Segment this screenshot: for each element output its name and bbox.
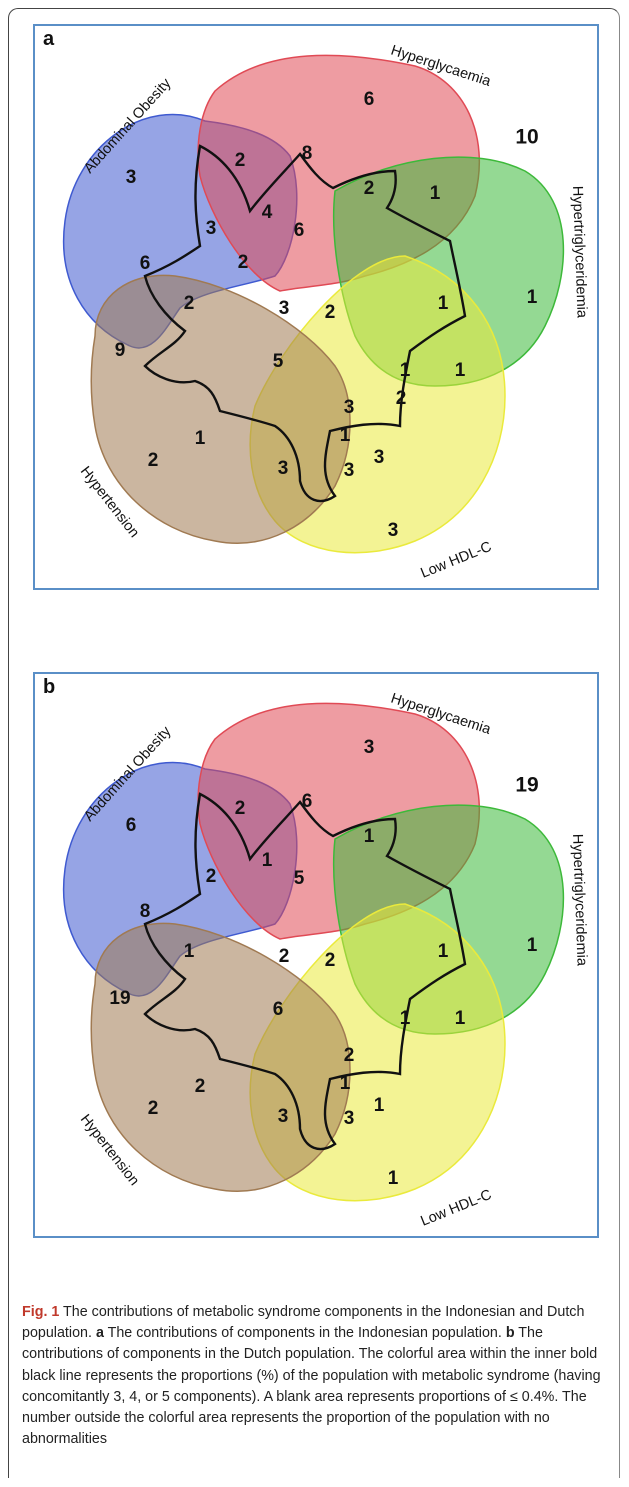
no-abnormality-value: 10 (515, 126, 538, 149)
panel-letter-a: a (43, 28, 55, 50)
region-value: 3 (126, 167, 137, 188)
caption-text-1: The contributions of metabolic syndrome … (22, 1304, 585, 1342)
region-value: 8 (140, 901, 151, 922)
region-value: 2 (235, 798, 246, 819)
region-value: 1 (262, 850, 273, 871)
region-value: 5 (273, 351, 284, 372)
region-value: 2 (396, 388, 407, 409)
venn-diagram-a: Abdominal Obesity Hyperglycaemia Hypertr… (63, 43, 590, 582)
region-value: 3 (206, 218, 217, 239)
region-value: 2 (235, 150, 246, 171)
region-value: 6 (294, 220, 305, 241)
venn-panel-a: a Abdominal Obesity Hyperglycaemia Hyper… (33, 24, 599, 590)
region-value: 2 (325, 302, 336, 323)
region-value: 1 (527, 287, 538, 308)
region-value: 3 (278, 1106, 289, 1127)
region-value: 1 (455, 1008, 466, 1029)
region-value: 6 (126, 815, 137, 836)
region-value: 6 (302, 791, 313, 812)
no-abnormality-value: 19 (515, 774, 538, 797)
figure-caption: Fig. 1 The contributions of metabolic sy… (22, 1302, 614, 1450)
region-value: 2 (279, 946, 290, 967)
caption-text-3: The contributions of components in the D… (22, 1325, 601, 1448)
region-value: 1 (455, 360, 466, 381)
caption-letter-a: a (95, 1325, 104, 1342)
region-value: 1 (400, 360, 411, 381)
region-value: 2 (148, 450, 159, 471)
label-hypertriglyceridemia: Hypertriglyceridemia (569, 186, 590, 320)
region-value: 6 (364, 89, 375, 110)
region-value: 3 (278, 458, 289, 479)
region-value: 2 (364, 178, 375, 199)
metabolic-syndrome-outline (143, 792, 467, 1151)
venn-panel-b: b Abdominal Obesity Hyperglycaemia Hyper… (33, 672, 599, 1238)
region-value: 6 (140, 253, 151, 274)
region-value: 1 (527, 935, 538, 956)
region-value: 5 (294, 868, 305, 889)
caption-fig-label: Fig. 1 (22, 1304, 60, 1320)
region-value: 9 (115, 340, 126, 361)
region-value: 8 (302, 143, 313, 164)
region-value: 1 (438, 293, 449, 314)
venn-diagram-b: Abdominal Obesity Hyperglycaemia Hypertr… (63, 691, 590, 1230)
region-value: 2 (206, 866, 217, 887)
region-value: 3 (364, 737, 375, 758)
region-value: 3 (344, 1108, 355, 1129)
region-value: 4 (262, 202, 273, 223)
region-value: 1 (430, 183, 441, 204)
region-value: 6 (273, 999, 284, 1020)
region-value: 3 (388, 520, 399, 541)
panel-letter-b: b (43, 676, 56, 698)
label-hypertriglyceridemia: Hypertriglyceridemia (569, 834, 590, 968)
region-value: 1 (195, 428, 206, 449)
region-value: 1 (388, 1168, 399, 1189)
region-value: 3 (344, 397, 355, 418)
label-low-hdl: Low HDL-C (419, 539, 494, 582)
region-value: 2 (148, 1098, 159, 1119)
region-value: 3 (344, 460, 355, 481)
region-value: 2 (325, 950, 336, 971)
region-value: 1 (364, 826, 375, 847)
region-value: 1 (400, 1008, 411, 1029)
region-value: 2 (344, 1045, 355, 1066)
region-value: 1 (340, 425, 351, 446)
region-value: 1 (374, 1095, 385, 1116)
caption-letter-b: b (505, 1325, 515, 1342)
label-low-hdl: Low HDL-C (419, 1187, 494, 1230)
figure-frame (8, 8, 620, 1478)
region-value: 3 (279, 298, 290, 319)
region-value: 3 (374, 447, 385, 468)
region-value: 1 (184, 941, 195, 962)
caption-text-2: The contributions of components in the I… (103, 1325, 506, 1342)
region-value: 2 (238, 252, 249, 273)
region-value: 2 (195, 1076, 206, 1097)
region-value: 19 (109, 988, 130, 1009)
region-value: 2 (184, 293, 195, 314)
region-value: 1 (438, 941, 449, 962)
metabolic-syndrome-outline (143, 144, 467, 503)
region-value: 1 (340, 1073, 351, 1094)
